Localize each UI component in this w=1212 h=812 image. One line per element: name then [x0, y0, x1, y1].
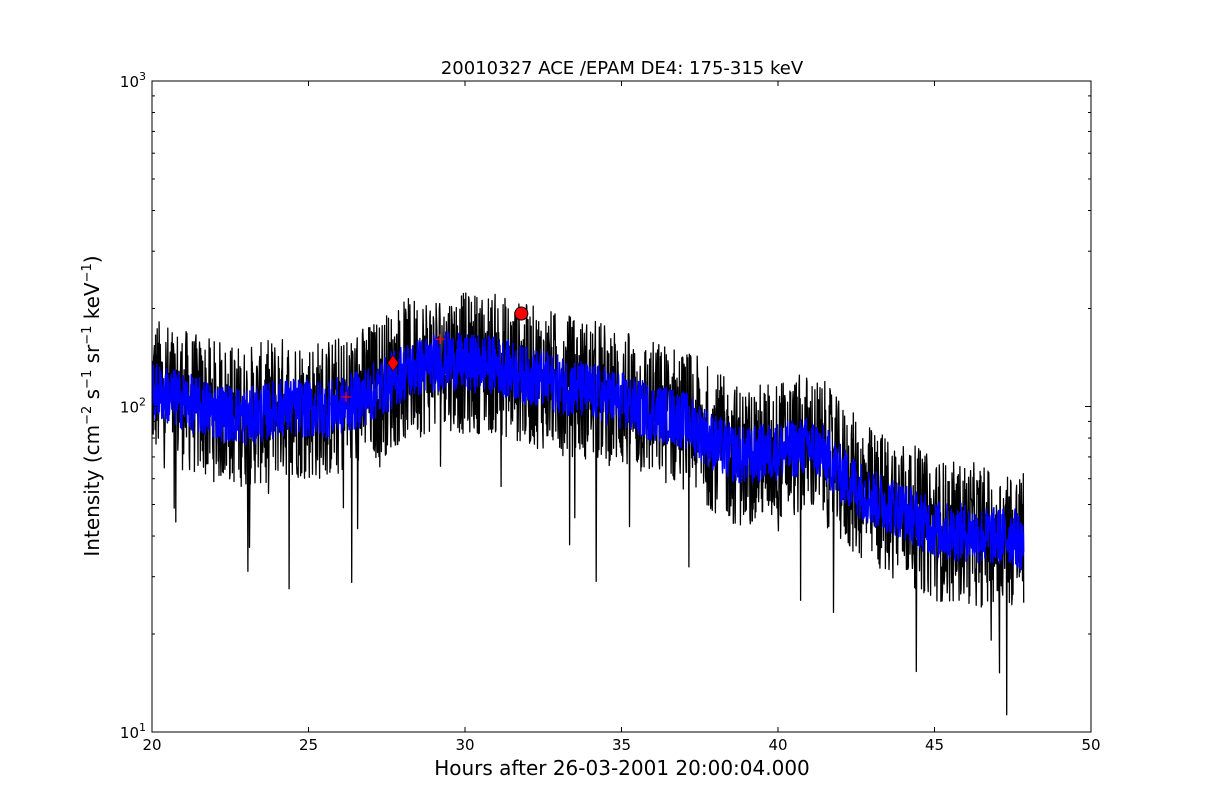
marker-layer — [341, 306, 529, 402]
y-tick-exponent: 1 — [139, 721, 146, 734]
x-tick-label: 45 — [925, 736, 944, 754]
y-tick-label: 103 — [120, 70, 146, 91]
x-tick-label: 20 — [142, 736, 161, 754]
series-line-1 — [152, 331, 1025, 571]
x-tick-label: 30 — [455, 736, 474, 754]
x-axis-label: Hours after 26-03-2001 20:00:04.000 — [434, 756, 810, 780]
y-label-suffix: ) — [80, 255, 104, 263]
series-layer — [152, 292, 1025, 716]
series-line-0 — [152, 292, 1025, 716]
x-tick-label: 25 — [299, 736, 318, 754]
y-label-sup-3: −1 — [80, 326, 95, 345]
y-label-mid-1: s — [80, 389, 104, 406]
y-tick-label: 101 — [120, 721, 146, 742]
y-tick-base: 10 — [120, 724, 139, 742]
y-tick-label: 102 — [120, 396, 146, 417]
marker-circle — [514, 306, 529, 321]
y-tick-base: 10 — [120, 73, 139, 91]
y-label-sup-2: −1 — [80, 370, 95, 389]
y-tick-base: 10 — [120, 399, 139, 417]
x-tick-label: 50 — [1081, 736, 1100, 754]
marker-diamond — [387, 354, 399, 372]
marker-plus — [341, 391, 352, 402]
chart-title: 20010327 ACE /EPAM DE4: 175-315 keV — [441, 58, 804, 79]
x-tick-label: 40 — [768, 736, 787, 754]
y-tick-exponent: 2 — [139, 396, 146, 409]
y-tick-exponent: 3 — [139, 70, 146, 83]
y-label-prefix: Intensity (cm — [80, 425, 104, 557]
y-label-sup-4: −1 — [80, 263, 95, 282]
y-label-mid-2: sr — [80, 344, 104, 370]
y-label-mid-3: keV — [80, 282, 104, 326]
x-tick-label: 35 — [612, 736, 631, 754]
y-label-sup-1: −2 — [80, 406, 95, 425]
y-axis-label: Intensity (cm−2 s−1 sr−1 keV−1) — [80, 255, 104, 556]
marker-plus — [434, 334, 445, 345]
x-axis: 20 25 30 35 40 45 50 — [142, 81, 1101, 754]
